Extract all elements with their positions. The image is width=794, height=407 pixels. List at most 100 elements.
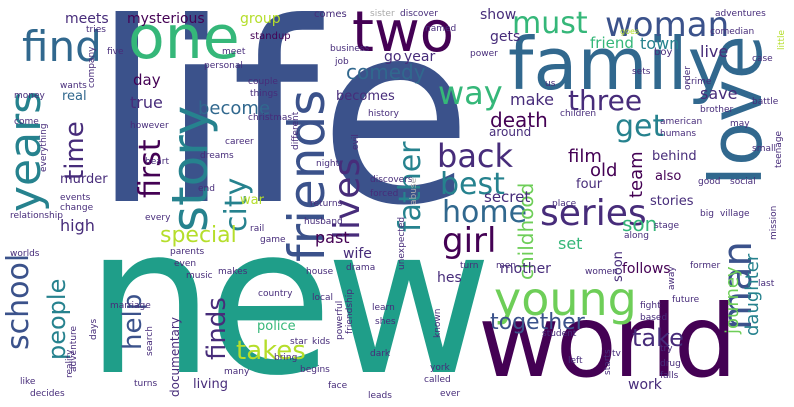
word-search: search: [145, 326, 155, 356]
word-along: along: [624, 231, 649, 241]
word-young: young: [494, 272, 637, 326]
word-goes: goes: [620, 27, 640, 36]
word-bring: bring: [274, 353, 298, 363]
word-behind: behind: [652, 149, 697, 164]
word-war: war: [240, 193, 264, 208]
word-gets: gets: [490, 29, 521, 45]
word-film: film: [568, 146, 602, 167]
word-mysterious: mysterious: [127, 11, 205, 27]
word-change: change: [60, 203, 94, 213]
word-discover: discover: [400, 9, 438, 19]
word-wife: wife: [343, 246, 372, 262]
word-standup: standup: [250, 31, 291, 42]
word-brother: brother: [700, 105, 734, 115]
word-first: first: [133, 139, 168, 198]
word-comedian: comedian: [710, 27, 755, 37]
word-men: men: [496, 261, 517, 271]
word-crime: crime: [686, 77, 712, 87]
word-sets: sets: [632, 67, 651, 77]
word-high: high: [60, 216, 95, 235]
word-ever: ever: [440, 389, 461, 399]
word-different: different: [291, 111, 301, 150]
word-discovers: discovers: [370, 175, 413, 185]
word-job: job: [335, 57, 349, 67]
word-dark: dark: [370, 349, 391, 359]
word-live: live: [700, 42, 729, 61]
word-career: career: [225, 137, 254, 147]
word-girl: girl: [442, 221, 497, 261]
word-unexpected: unexpected: [397, 216, 407, 270]
word-falls: falls: [660, 371, 679, 381]
word-back: back: [437, 137, 514, 175]
word-music: music: [186, 271, 213, 281]
word-day: day: [133, 71, 161, 89]
word-business: business: [330, 44, 370, 54]
word-tv: tv: [612, 349, 621, 359]
word-journey: journey: [722, 266, 743, 334]
word-also: also: [655, 169, 682, 184]
word-leads: leads: [368, 391, 392, 401]
word-five: five: [107, 47, 124, 57]
word-decides: decides: [30, 389, 65, 399]
word-starts: starts: [603, 349, 613, 375]
word-school: school: [1, 253, 36, 350]
word-abuse: abuse: [409, 177, 419, 205]
word-meet: meet: [222, 47, 246, 57]
word-dreams: dreams: [200, 151, 234, 161]
word-show: show: [480, 7, 517, 23]
word-murder: murder: [60, 172, 108, 187]
word-named: named: [425, 24, 457, 34]
word-best: best: [440, 167, 505, 202]
word-adventures: adventures: [715, 9, 766, 19]
word-big: big: [700, 209, 714, 219]
word-living: living: [193, 377, 229, 392]
word-town: town: [640, 34, 680, 53]
word-may: may: [730, 119, 750, 129]
word-son: son: [622, 212, 658, 236]
word-company: company: [87, 46, 97, 88]
word-history: history: [368, 109, 399, 119]
word-teenage: teenage: [774, 130, 784, 168]
word-left: left: [568, 356, 583, 366]
word-series: series: [540, 193, 647, 234]
word-find: find: [22, 22, 102, 71]
word-woman: woman: [605, 5, 730, 45]
word-local: local: [312, 293, 333, 303]
word-make: make: [510, 90, 554, 109]
word-boy: boy: [654, 47, 673, 58]
word-real: real: [62, 89, 87, 104]
word-work: work: [628, 377, 662, 393]
word-stories: stories: [650, 194, 694, 209]
word-social: social: [730, 177, 756, 187]
word-must: must: [512, 6, 588, 41]
word-becomes: becomes: [336, 89, 395, 104]
word-group: group: [240, 11, 281, 27]
word-like: like: [20, 377, 36, 387]
word-comedy: comedy: [346, 60, 426, 84]
word-hes: hes: [437, 270, 462, 286]
word-tries: tries: [86, 25, 106, 35]
word-returns: returns: [310, 199, 343, 209]
word-away: away: [667, 266, 677, 290]
word-go: go: [384, 49, 402, 65]
word-husband: husband: [304, 217, 343, 227]
word-drama: drama: [346, 263, 376, 273]
word-new: new: [85, 183, 493, 407]
word-take: take: [632, 324, 684, 352]
word-drug: drug: [660, 359, 681, 369]
word-case: case: [752, 54, 773, 64]
word-power: power: [470, 49, 498, 59]
word-powerful: powerful: [335, 300, 345, 340]
word-home: home: [442, 195, 528, 230]
word-based: based: [640, 313, 668, 323]
word-mother: mother: [500, 261, 551, 277]
word-begins: begins: [300, 365, 330, 375]
word-place: place: [552, 199, 577, 209]
word-things: things: [250, 89, 278, 99]
word-forced: forced: [370, 189, 399, 199]
word-star: star: [290, 337, 308, 347]
word-world: world: [478, 283, 737, 400]
word-good: good: [698, 177, 721, 187]
word-face: face: [328, 381, 348, 391]
